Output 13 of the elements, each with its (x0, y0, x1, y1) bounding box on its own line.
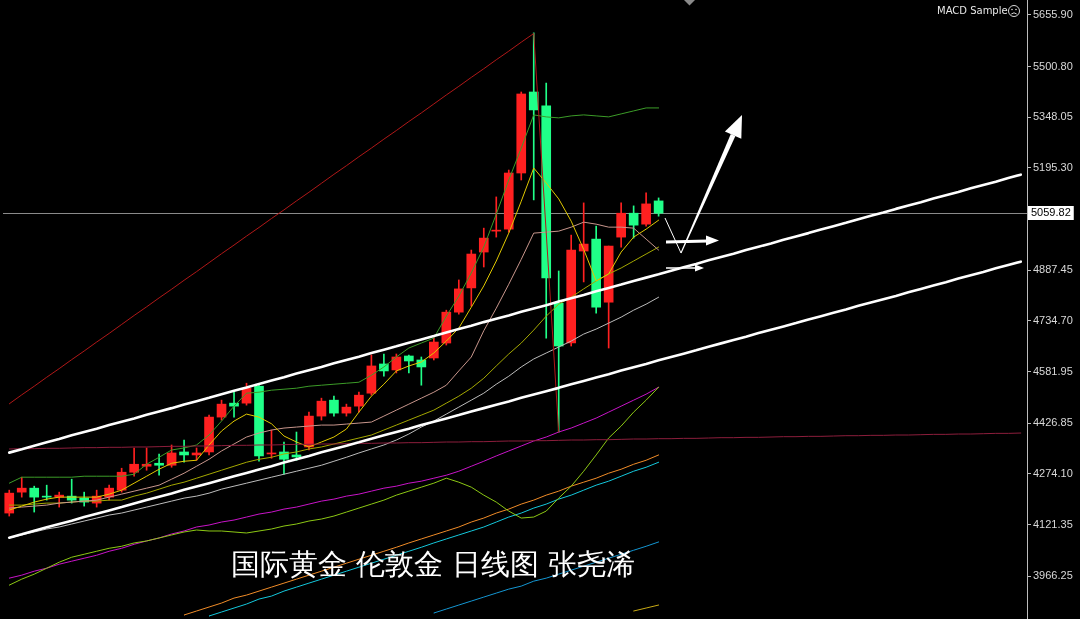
annotation: MACD Sample (937, 4, 1008, 16)
y-tick-label: 4887.45 (1033, 263, 1073, 276)
y-tick-label: 5195.30 (1033, 160, 1073, 173)
y-tick-label: 4581.95 (1033, 364, 1073, 377)
y-tick-label: 4274.10 (1033, 466, 1073, 479)
y-tick-label: 5655.90 (1033, 8, 1073, 21)
y-tick-label: 5348.05 (1033, 110, 1073, 123)
ref-line-label: 5059.82 (1031, 206, 1071, 219)
y-tick-label: 4426.85 (1033, 416, 1073, 429)
y-tick-label: 5500.80 (1033, 59, 1073, 72)
y-tick-label: 4734.70 (1033, 313, 1073, 326)
y-tick-label: 4121.35 (1033, 517, 1073, 530)
y-tick-label: 3966.25 (1033, 569, 1073, 582)
